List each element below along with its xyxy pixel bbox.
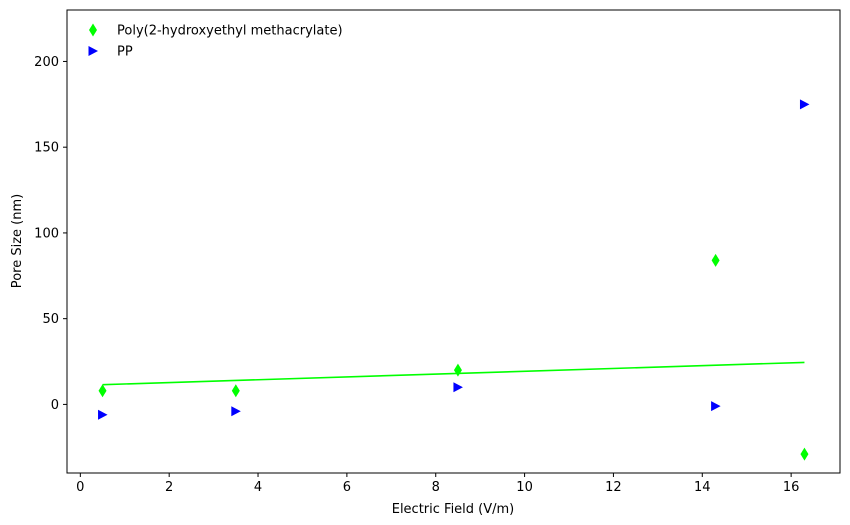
data-point-series-2	[453, 382, 463, 393]
x-tick-label: 14	[694, 480, 711, 495]
y-tick-label: 100	[34, 226, 59, 241]
plot-area	[67, 10, 840, 473]
x-axis-ticks: 0 2 4 6 8 10 12 14 16	[76, 473, 799, 495]
data-point-series-2	[231, 406, 241, 417]
x-tick-label: 16	[783, 480, 800, 495]
data-point-series-1	[711, 253, 720, 267]
y-tick-label: 50	[42, 312, 59, 327]
legend-label-series-2: PP	[117, 45, 133, 60]
y-tick-label: 0	[51, 398, 59, 413]
data-point-series-1	[231, 384, 240, 398]
x-tick-label: 12	[605, 480, 622, 495]
legend-label-series-1: Poly(2-hydroxyethyl methacrylate)	[117, 24, 343, 39]
y-axis-label: Pore Size (nm)	[10, 194, 25, 288]
x-tick-label: 4	[254, 480, 262, 495]
data-point-series-1	[800, 447, 809, 461]
y-axis-ticks: 0 50 100 150 200	[34, 55, 67, 413]
x-tick-label: 2	[165, 480, 173, 495]
legend: Poly(2-hydroxyethyl methacrylate) PP	[88, 23, 343, 60]
x-axis-label: Electric Field (V/m)	[392, 502, 515, 517]
plot-frame	[66, 9, 841, 474]
legend-marker-series-2	[88, 46, 98, 56]
fit-line-layer	[102, 361, 805, 386]
data-point-series-1	[98, 384, 107, 398]
data-point-series-1	[453, 363, 462, 377]
y-tick-label: 150	[34, 141, 59, 156]
y-tick-label: 200	[34, 55, 59, 70]
data-point-series-2	[98, 409, 108, 420]
legend-marker-series-1	[89, 23, 97, 37]
data-point-series-2	[799, 99, 810, 110]
x-tick-label: 10	[516, 480, 533, 495]
x-tick-label: 0	[76, 480, 84, 495]
data-points-layer	[98, 99, 810, 461]
x-tick-label: 8	[432, 480, 440, 495]
x-tick-label: 6	[343, 480, 351, 495]
data-point-series-2	[711, 401, 721, 412]
trend-line	[102, 361, 805, 386]
